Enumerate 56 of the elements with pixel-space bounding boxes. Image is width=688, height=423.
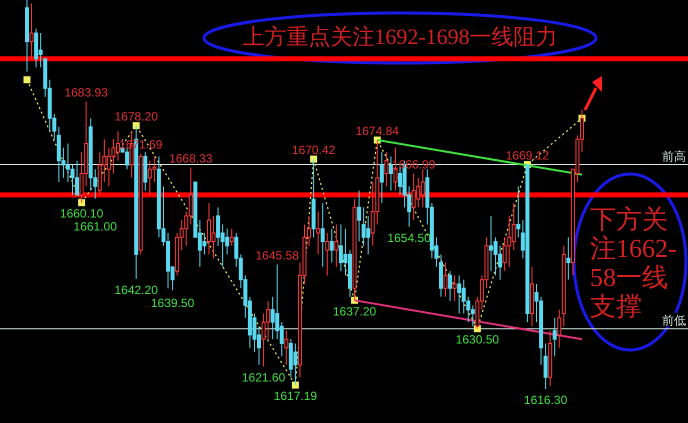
candlestick [320,202,325,268]
candlestick [457,274,462,314]
candlestick [202,232,206,255]
point [310,156,318,163]
annotation: 1639.50 [150,296,195,310]
candlestick [452,274,457,302]
candlestick [516,186,520,238]
candlestick [262,313,266,367]
candlestick [116,130,120,162]
candlestick [566,236,570,280]
point [24,76,30,84]
candlestick [544,342,548,390]
point [78,199,86,206]
candlestick [325,232,330,276]
annotation: 1683.93 [64,86,108,100]
candlestick [216,206,220,246]
candlestick [448,270,452,302]
candlestick [316,211,320,255]
candlestick [152,156,156,183]
candlestick [362,206,366,246]
point [132,122,140,130]
annotation: 1660.10 [60,206,104,221]
annotation: 1617.19 [274,389,318,404]
annotation: 1674.84 [356,124,400,138]
candlestick [380,152,384,204]
candlestick [470,304,475,327]
annotation: 上方重点关注1692-1698一线阻力 [241,24,559,49]
candlestick [230,228,234,246]
candlestick [270,296,275,340]
annotation: 1621.60 [242,370,286,384]
annotation: 1642.20 [114,282,158,297]
ref-line-label: 前低 [662,314,686,328]
candlestick [552,317,557,357]
candlestick [388,156,393,192]
candlestick [334,224,338,268]
candlestick [357,190,362,242]
annotation: 1637.20 [332,304,377,318]
candlestick [284,330,288,366]
candlestick [502,236,507,272]
candlestick [557,309,562,348]
point [292,382,299,389]
candlestick [330,228,334,264]
candlestick [30,3,34,60]
candlestick [412,172,416,221]
ref-line-label: 前高 [662,150,686,164]
annotation: 1669.12 [506,148,550,163]
annotation: 1678.20 [114,110,158,124]
candlestick [384,152,388,187]
annotation: 1616.30 [524,393,568,407]
annotation: 1668.33 [169,152,213,166]
annotation: 1661.00 [74,220,118,234]
annotation: 1670.42 [292,143,336,158]
annotation: 1645.58 [256,248,300,263]
candlestick [444,262,448,298]
annotation: 1630.50 [456,332,500,347]
candlestick [489,215,494,272]
